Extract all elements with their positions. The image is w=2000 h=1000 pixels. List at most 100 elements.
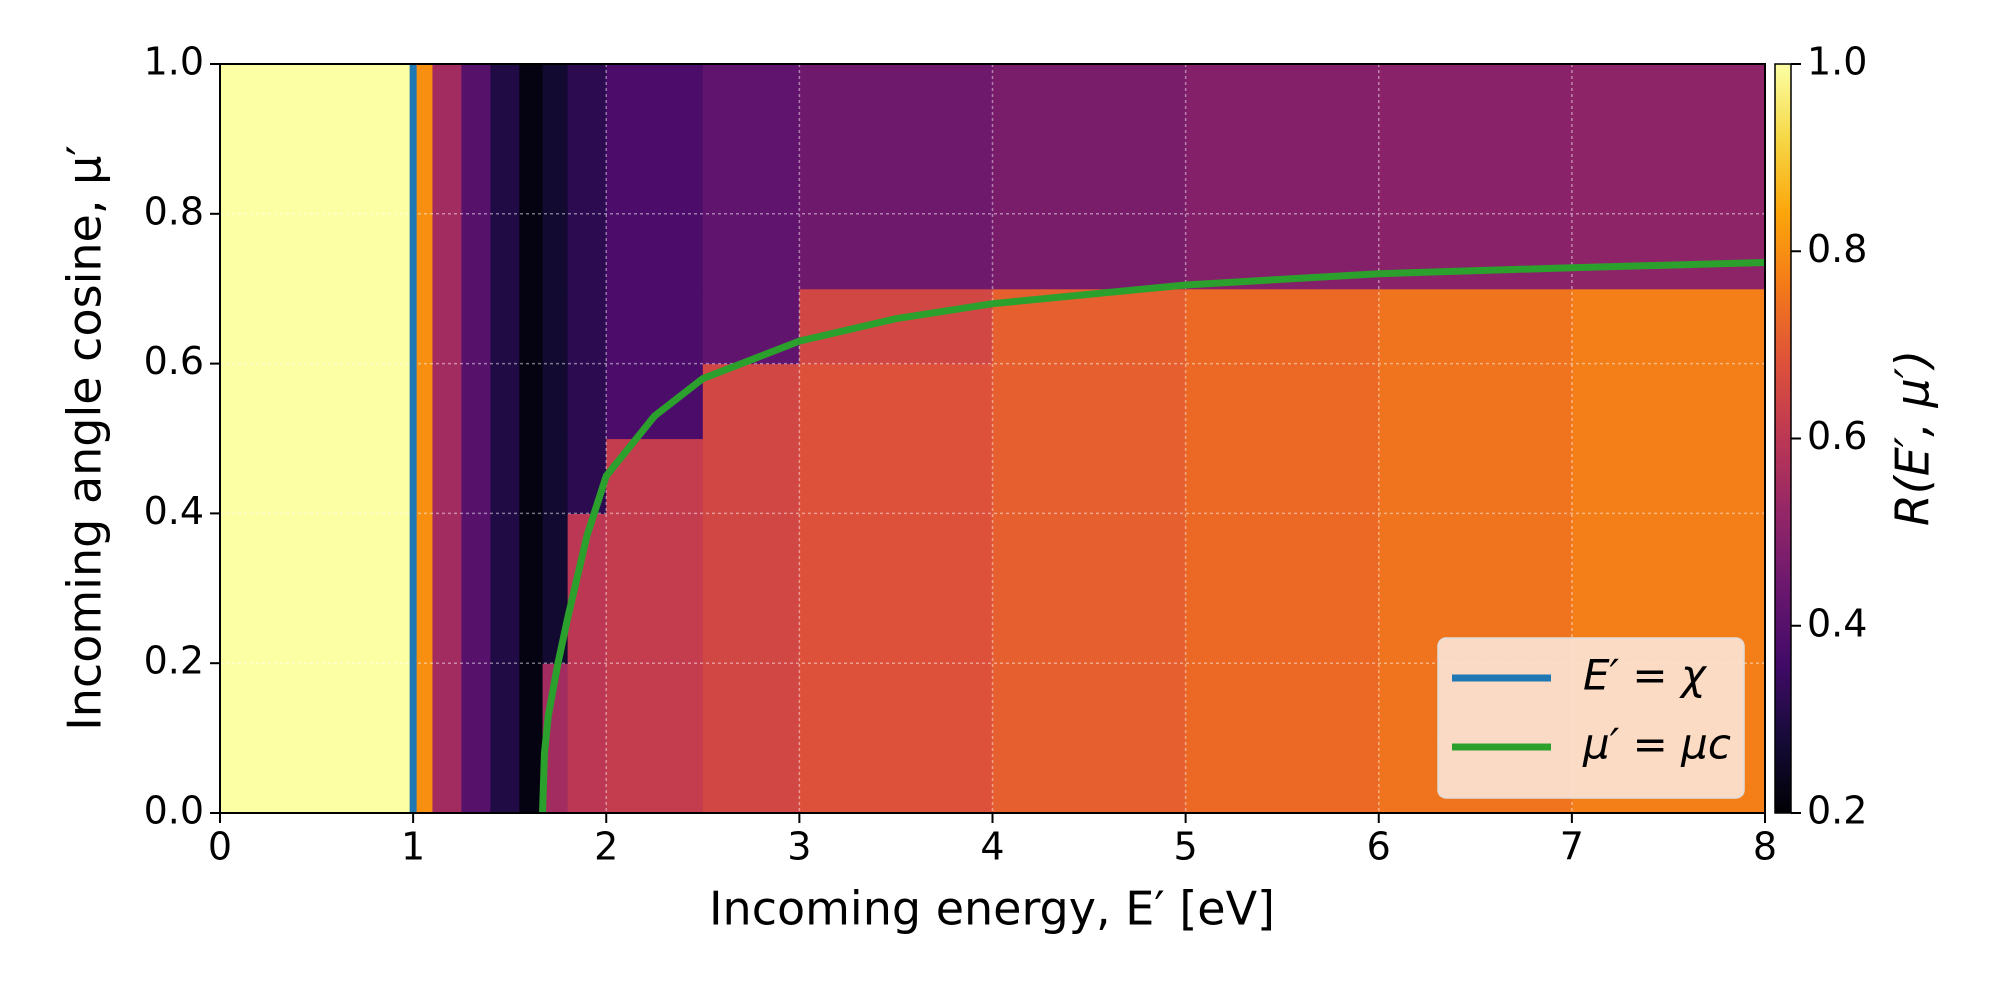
heatmap-cell: [702, 213, 800, 290]
heatmap-cell: [490, 738, 520, 814]
colorbar: [1774, 63, 1792, 814]
x-tick-label: 1: [401, 825, 425, 869]
x-tick-label: 8: [1753, 825, 1777, 869]
heatmap-cell: [1185, 438, 1380, 514]
heatmap-cell: [606, 64, 704, 140]
heatmap-cell: [413, 363, 434, 440]
heatmap-cell: [1185, 513, 1380, 589]
heatmap-cell: [490, 663, 520, 739]
heatmap-cell: [1378, 513, 1573, 589]
heatmap-cell: [490, 138, 520, 215]
heatmap-cell: [220, 363, 414, 440]
heatmap-cell: [799, 588, 994, 664]
heatmap-cell: [606, 663, 704, 739]
heatmap-cell: [461, 663, 491, 739]
heatmap-cell: [461, 738, 491, 814]
axes: 0 1 2 3 4 5 6 7 8 0.0 0.2 0.4 0.6 0.8 1.0 0.2 0.4 0.6 0.8 1…: [144, 40, 1868, 869]
heatmap-cell: [799, 438, 994, 514]
heatmap-cell: [799, 513, 994, 589]
y-tick-label: 1.0: [144, 40, 204, 84]
heatmap-cell: [490, 288, 520, 365]
heatmap-cell: [519, 363, 544, 440]
heatmap-cell: [1571, 138, 1766, 215]
y-axis-label: Incoming angle cosine, μ′: [58, 145, 112, 731]
heatmap-cell: [432, 138, 463, 215]
heatmap-cell: [519, 213, 544, 290]
heatmap-cell: [1571, 64, 1766, 140]
heatmap-cell: [702, 438, 800, 514]
heatmap-cell: [542, 438, 569, 514]
heatmap-cell: [220, 213, 414, 290]
heatmap-cell: [432, 213, 463, 290]
heatmap-cell: [432, 513, 463, 589]
heatmap-cell: [992, 213, 1187, 290]
heatmap-cell: [519, 288, 544, 365]
heatmap-cell: [992, 363, 1187, 440]
heatmap-cell: [220, 138, 414, 215]
heatmap-cell: [1378, 64, 1573, 140]
heatmap-cell: [542, 64, 569, 140]
heatmap-cell: [606, 138, 704, 215]
heatmap-cell: [702, 138, 800, 215]
heatmap-cell: [461, 363, 491, 440]
heatmap-cell: [992, 438, 1187, 514]
y-tick-label: 0.2: [144, 639, 204, 683]
heatmap-cell: [461, 138, 491, 215]
heatmap-cell: [432, 363, 463, 440]
heatmap-cell: [1185, 64, 1380, 140]
heatmap-cell: [1571, 513, 1766, 589]
heatmap-cell: [413, 738, 434, 814]
heatmap-cell: [799, 138, 994, 215]
heatmap-cell: [413, 663, 434, 739]
heatmap-cell: [461, 588, 491, 664]
heatmap-cell: [1378, 213, 1573, 290]
heatmap-cell: [490, 588, 520, 664]
y-tick-label: 0.6: [144, 339, 204, 383]
heatmap-cell: [1571, 288, 1766, 365]
heatmap-cell: [413, 513, 434, 589]
heatmap-cell: [490, 213, 520, 290]
heatmap-cell: [220, 588, 414, 664]
heatmap-cell: [1378, 288, 1573, 365]
heatmap-cell: [606, 513, 704, 589]
x-tick-label: 0: [208, 825, 232, 869]
heatmap-cell: [542, 138, 569, 215]
heatmap-cell: [1185, 588, 1380, 664]
colorbar-tick-label: 0.2: [1807, 789, 1867, 833]
legend: E′ = χ μ′ = μc: [1437, 637, 1745, 799]
heatmap-cell: [432, 438, 463, 514]
legend-label: μ′ = μc: [1582, 720, 1731, 769]
heatmap-cell: [992, 64, 1187, 140]
heatmap-cell: [1185, 363, 1380, 440]
heatmap-cell: [413, 588, 434, 664]
heatmap-cell: [220, 288, 414, 365]
heatmap-cell: [1378, 438, 1573, 514]
heatmap-cell: [461, 64, 491, 140]
heatmap-cell: [992, 738, 1187, 814]
heatmap-cell: [432, 588, 463, 664]
y-tick-label: 0.0: [144, 789, 204, 833]
heatmap-cell: [413, 288, 434, 365]
heatmap-cell: [567, 288, 607, 365]
heatmap-cell: [432, 738, 463, 814]
series-line: [539, 258, 1766, 814]
colorbar-tick-label: 1.0: [1807, 40, 1867, 84]
heatmap-cell: [799, 213, 994, 290]
heatmap-cell: [702, 288, 800, 365]
y-tick-label: 0.4: [144, 489, 204, 533]
heatmap-cell: [220, 513, 414, 589]
heatmap-cell: [799, 363, 994, 440]
heatmap-cell: [519, 438, 544, 514]
x-tick-label: 2: [594, 825, 618, 869]
heatmap-cell: [702, 64, 800, 140]
heatmap-cell: [567, 738, 607, 814]
heatmap-cell: [461, 213, 491, 290]
heatmap-cell: [1185, 288, 1380, 365]
heatmap-cell: [1378, 138, 1573, 215]
heatmap-cell: [992, 513, 1187, 589]
heatmap-cell: [490, 64, 520, 140]
heatmap-cell: [1185, 138, 1380, 215]
heatmap-cell: [519, 138, 544, 215]
colorbar-tick-label: 0.8: [1807, 227, 1867, 271]
heatmap-cell: [567, 363, 607, 440]
